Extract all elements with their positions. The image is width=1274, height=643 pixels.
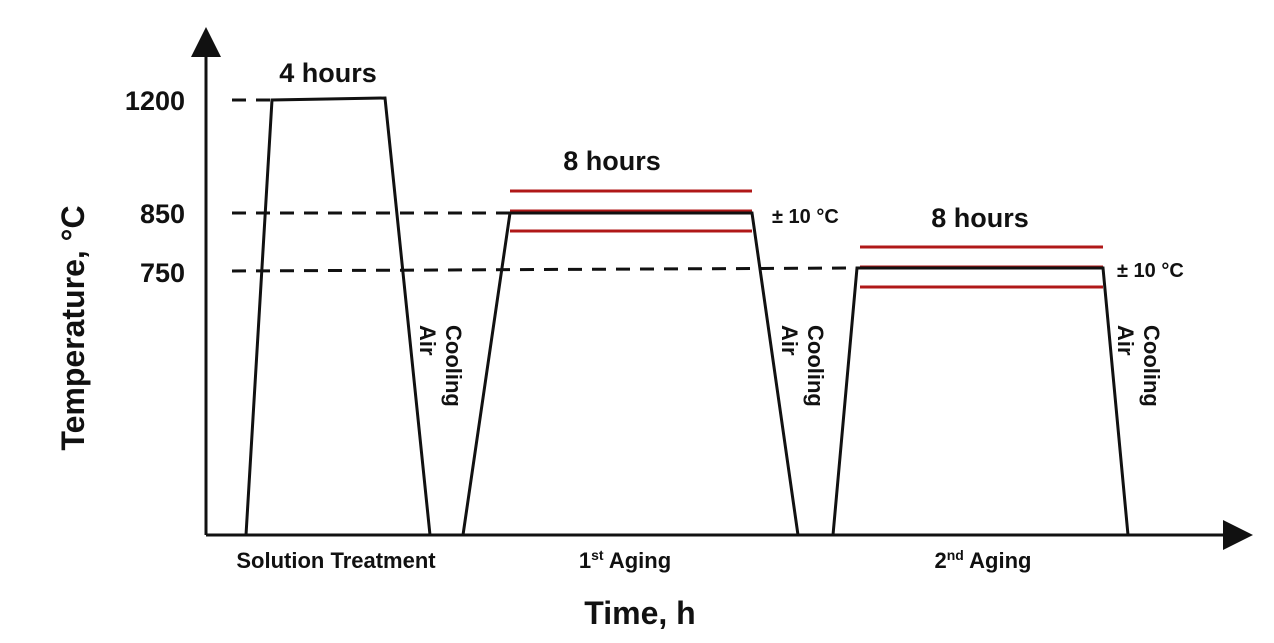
stage-label: 1st Aging bbox=[579, 547, 671, 573]
cooling-label: Air Cooling bbox=[415, 325, 466, 407]
cooling-text: Air bbox=[1113, 325, 1138, 356]
superscript: nd bbox=[947, 547, 964, 563]
cooling-label: Air Cooling bbox=[1113, 325, 1164, 407]
profile bbox=[831, 266, 1130, 536]
stage-label: Solution Treatment bbox=[236, 548, 436, 573]
stage-label-text: 1 bbox=[579, 548, 591, 573]
cooling-label: Air Cooling bbox=[777, 325, 828, 407]
cooling-text: Cooling bbox=[803, 325, 828, 407]
stage-label-text: Aging bbox=[604, 548, 672, 573]
cooling-text: Air bbox=[415, 325, 440, 356]
guide-line bbox=[231, 266, 858, 273]
cooling-text: Cooling bbox=[1139, 325, 1164, 407]
stage-label-text: Solution Treatment bbox=[236, 548, 436, 573]
hold-label: 8 hours bbox=[563, 146, 661, 176]
profile bbox=[461, 211, 800, 536]
y-tick-label: 750 bbox=[140, 258, 185, 288]
tolerance-band bbox=[510, 189, 1103, 289]
profile bbox=[244, 96, 432, 536]
y-axis-title: Temperature, °C bbox=[55, 205, 91, 450]
tolerance-label: ± 10 °C bbox=[772, 206, 839, 228]
x-axis-title: Time, h bbox=[584, 595, 695, 631]
y-tick-label: 1200 bbox=[125, 86, 185, 116]
superscript: st bbox=[591, 547, 604, 563]
hold-label: 8 hours bbox=[931, 203, 1029, 233]
hold-label: 4 hours bbox=[279, 58, 377, 88]
stage-label-text: 2 bbox=[935, 548, 947, 573]
stage-label: 2nd Aging bbox=[935, 547, 1032, 573]
tolerance-label: ± 10 °C bbox=[1117, 260, 1184, 282]
cooling-text: Cooling bbox=[441, 325, 466, 407]
cooling-text: Air bbox=[777, 325, 802, 356]
stage-label-text: Aging bbox=[964, 548, 1032, 573]
y-tick-label: 850 bbox=[140, 199, 185, 229]
